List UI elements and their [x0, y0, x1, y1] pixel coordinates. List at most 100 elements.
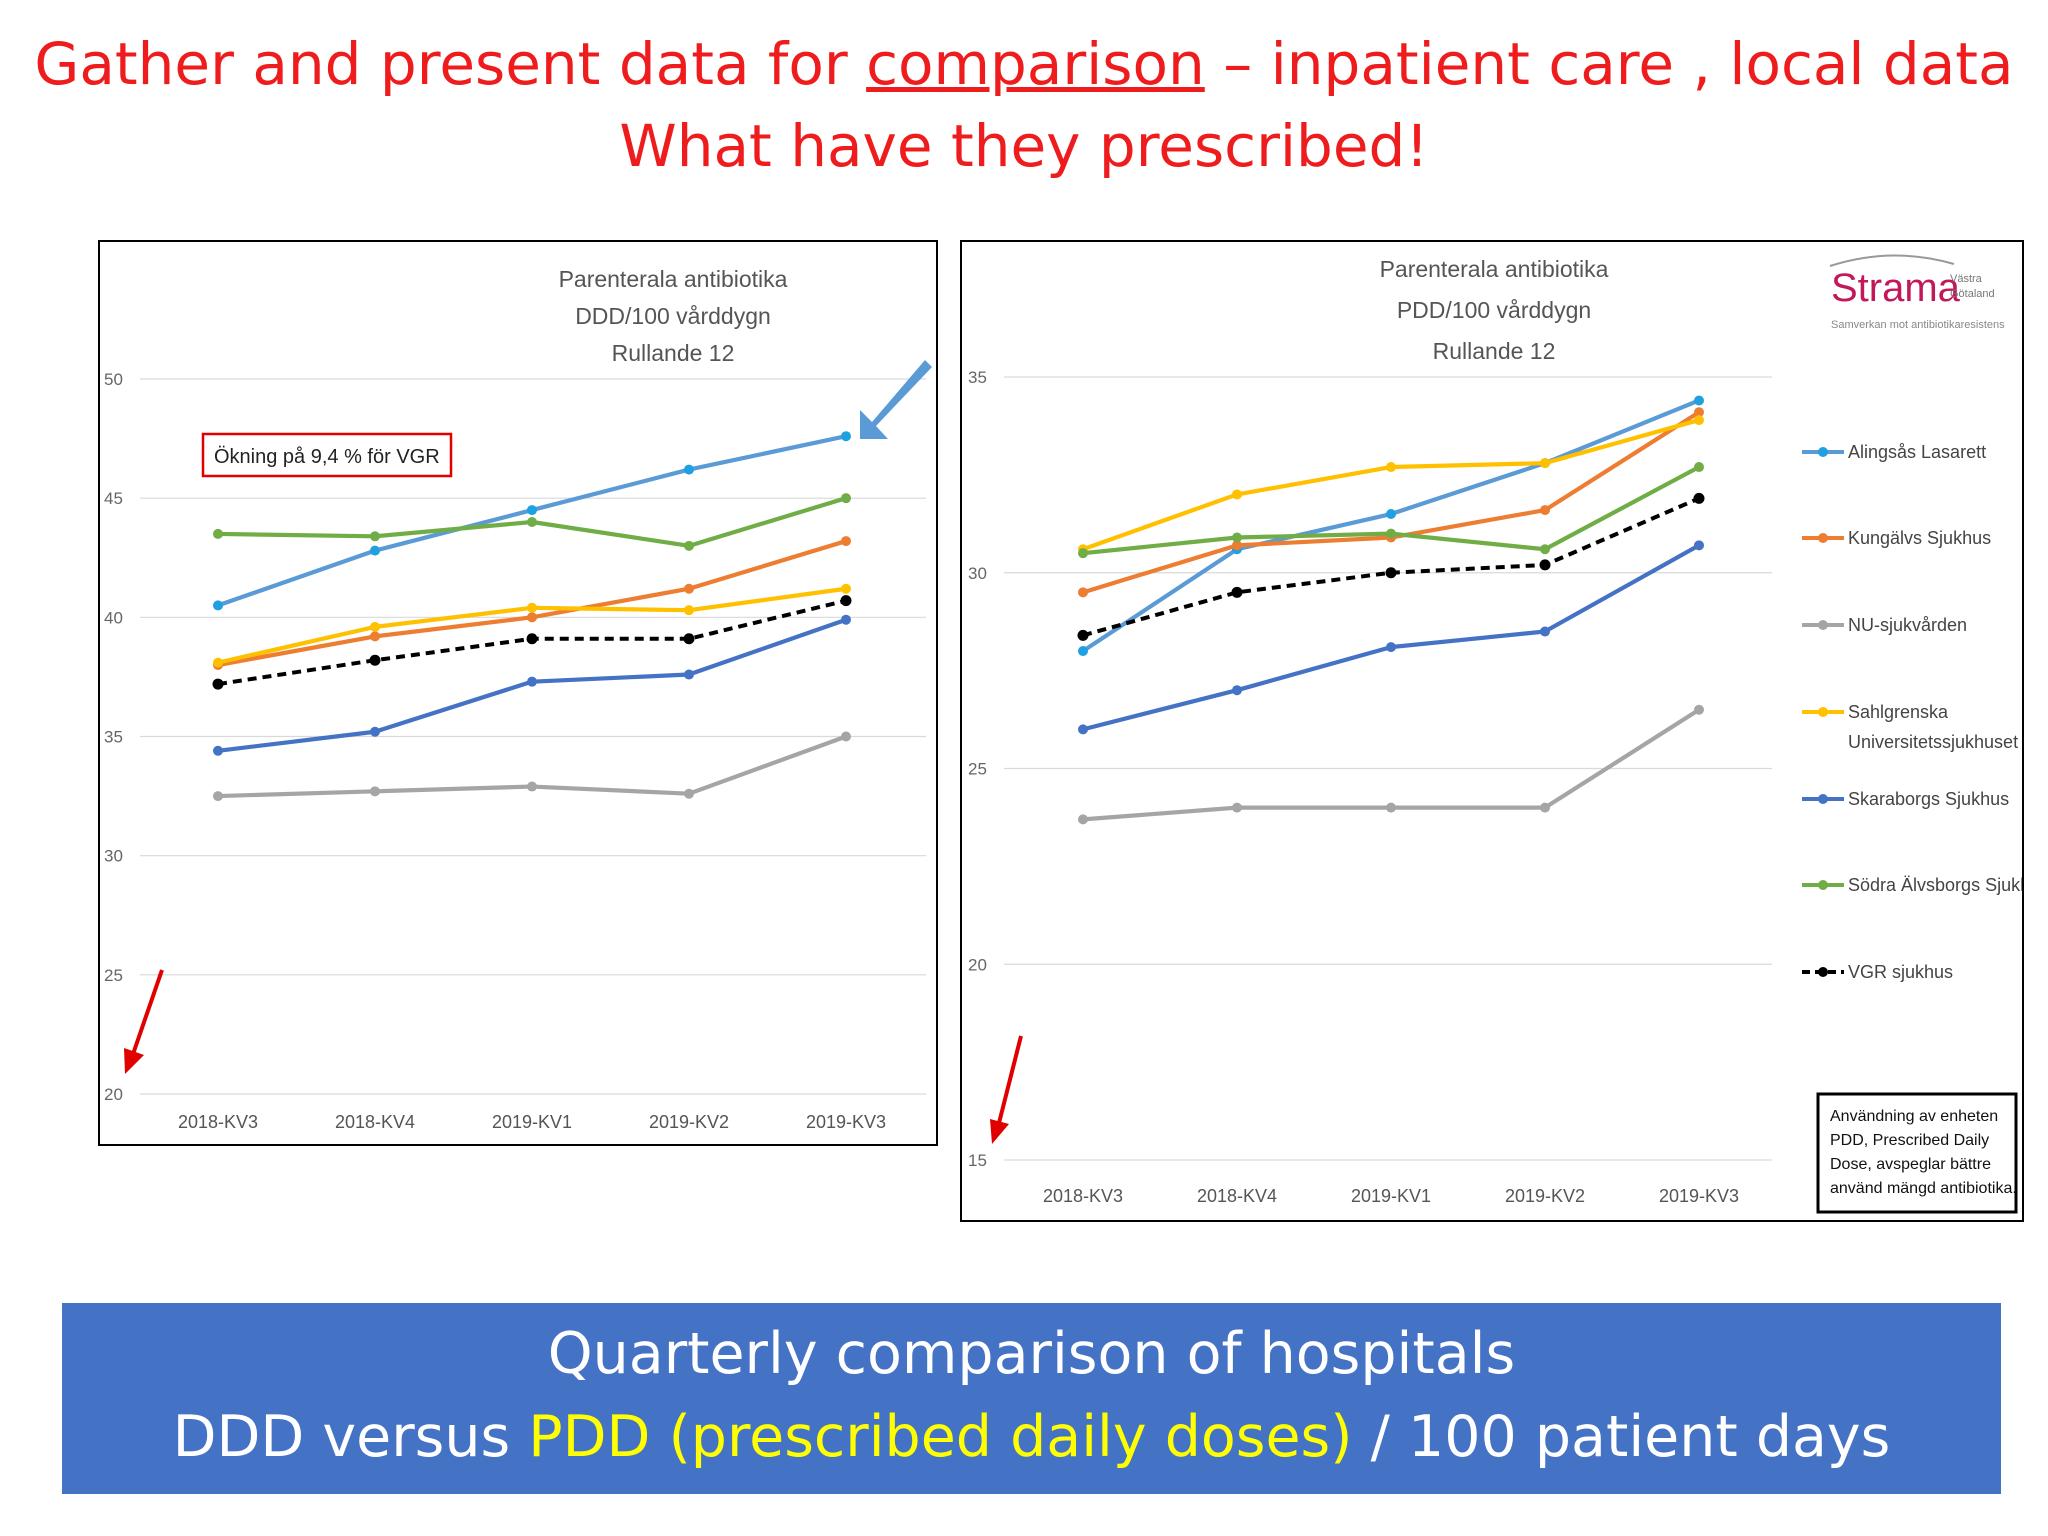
x-tick-label: 2019-KV2: [649, 1112, 729, 1132]
series-line: [1081, 398, 1700, 653]
logo-main: Strama: [1831, 266, 1961, 310]
pdd-y-ticks: 15 20 25 30 35: [968, 368, 987, 1170]
summary-banner: Quarterly comparison of hospitals DDD ve…: [62, 1303, 2001, 1494]
data-point: [684, 540, 694, 551]
pdd-chart: 15 20 25 30 35 2018-KV3 2018-KV4 2019-KV1 2019-…: [968, 254, 2022, 1214]
data-point: [684, 605, 694, 616]
x-tick-label: 2018-KV4: [335, 1112, 415, 1132]
legend-marker: [1818, 447, 1828, 457]
pdd-grid: [1004, 376, 1772, 1161]
slide-title-line-2: What have they prescribed!: [619, 112, 1429, 180]
callout-box: [201, 432, 453, 478]
data-point: [684, 464, 694, 475]
data-point: [1078, 587, 1088, 598]
data-point: [527, 612, 537, 623]
data-point: [1386, 462, 1396, 473]
y-tick-label: 15: [968, 1151, 987, 1170]
data-point: [840, 595, 852, 607]
x-tick-label: 2019-KV3: [806, 1112, 886, 1132]
legend-marker: [1818, 707, 1828, 717]
x-tick-label: 2018-KV3: [1043, 1186, 1123, 1206]
data-point: [1077, 629, 1089, 641]
data-point: [841, 536, 851, 547]
data-point: [1232, 685, 1242, 696]
note-line-1: Användning av enheten: [1830, 1108, 1998, 1125]
y-tick-label: 25: [104, 966, 123, 985]
data-point: [1694, 407, 1704, 418]
y-tick-label: 25: [968, 760, 987, 779]
banner-text-after: / 100 patient days: [1352, 1404, 1891, 1470]
legend-label: VGR sjukhus: [1848, 962, 1953, 982]
y-tick-label: 30: [104, 847, 123, 866]
chart-title-line: Parenterala antibiotika: [559, 266, 788, 292]
note-line-3: Dose, avspeglar bättre: [1830, 1156, 1991, 1173]
data-point: [1078, 814, 1088, 825]
data-point: [1540, 544, 1550, 555]
chart-title-line: Rullande 12: [612, 340, 735, 366]
data-point: [1694, 395, 1704, 406]
chart-title-line: Parenterala antibiotika: [1380, 256, 1609, 282]
data-point: [1693, 492, 1705, 504]
data-point: [213, 745, 223, 756]
title-text-underlined: comparison: [866, 30, 1205, 98]
data-point: [213, 600, 223, 611]
chart-title-line: DDD/100 vårddygn: [575, 303, 771, 329]
x-tick-label: 2019-KV3: [1659, 1186, 1739, 1206]
data-point: [213, 657, 223, 668]
data-point: [370, 786, 380, 797]
x-tick-label: 2018-KV3: [178, 1112, 258, 1132]
logo-region-2: Götaland: [1950, 288, 1995, 300]
legend-marker: [1818, 620, 1828, 630]
y-tick-label: 20: [104, 1085, 123, 1104]
ddd-x-ticks: 2018-KV3 2018-KV4 2019-KV1 2019-KV2 2019-KV3: [178, 1112, 886, 1132]
note-line-2: PDD, Prescribed Daily: [1830, 1132, 1989, 1149]
data-point: [1386, 642, 1396, 653]
red-arrow-icon: [124, 969, 164, 1074]
legend-label: Alingsås Lasarett: [1848, 442, 1986, 462]
data-point: [1386, 802, 1396, 813]
data-point: [1539, 559, 1551, 571]
data-point: [212, 678, 224, 690]
data-point: [1386, 528, 1396, 539]
slide-title-line-1: Gather and present data for comparison –…: [0, 24, 2048, 104]
data-point: [841, 583, 851, 594]
data-point: [527, 602, 537, 613]
data-point: [1540, 458, 1550, 469]
data-point: [527, 505, 537, 516]
data-point: [1540, 802, 1550, 813]
data-point: [370, 621, 380, 632]
data-point: [1078, 646, 1088, 657]
x-tick-label: 2019-KV2: [1505, 1186, 1585, 1206]
data-point: [1232, 802, 1242, 813]
chart-title-line: Rullande 12: [1433, 338, 1556, 364]
data-point: [527, 676, 537, 687]
data-point: [1694, 462, 1704, 473]
pdd-note: Användning av enheten PDD, Prescribed Da…: [1816, 1092, 2018, 1214]
legend-marker: [1818, 967, 1828, 977]
data-point: [370, 631, 380, 642]
data-point: [1231, 586, 1243, 598]
callout-text: Ökning på 9,4 % för VGR: [214, 446, 440, 468]
y-tick-label: 30: [968, 564, 987, 583]
legend-label: Sahlgrenska: [1848, 702, 1949, 722]
banner-line-2: DDD versus PDD (prescribed daily doses) …: [62, 1396, 2001, 1479]
banner-text-before: DDD versus: [172, 1404, 529, 1470]
ddd-callout: Ökning på 9,4 % för VGR: [201, 432, 453, 478]
title-text-before: Gather and present data for: [34, 30, 867, 98]
data-point: [526, 633, 538, 645]
legend-label: NU-sjukvården: [1848, 615, 1967, 635]
x-tick-label: 2018-KV4: [1197, 1186, 1277, 1206]
pdd-chart-title: Parenterala antibiotika PDD/100 vårddygn R…: [1380, 256, 1609, 364]
data-point: [684, 669, 694, 680]
ddd-chart-panel: 20 25 30 35 40 45 50 2018-KV3 2018-KV4 2019-KV1 2…: [98, 240, 938, 1146]
data-point: [1694, 415, 1704, 426]
ddd-y-ticks: 20 25 30 35 40 45 50: [104, 370, 123, 1104]
data-point: [683, 633, 695, 645]
ddd-chart-title: Parenterala antibiotika DDD/100 vårddygn R…: [559, 266, 788, 366]
x-tick-label: 2019-KV1: [492, 1112, 572, 1132]
data-point: [841, 431, 851, 442]
note-box: [1816, 1092, 2018, 1214]
logo-swoosh-icon: [1829, 254, 1955, 267]
note-line-4: använd mängd antibiotika.: [1830, 1180, 2017, 1197]
ddd-grid: [140, 378, 926, 1095]
